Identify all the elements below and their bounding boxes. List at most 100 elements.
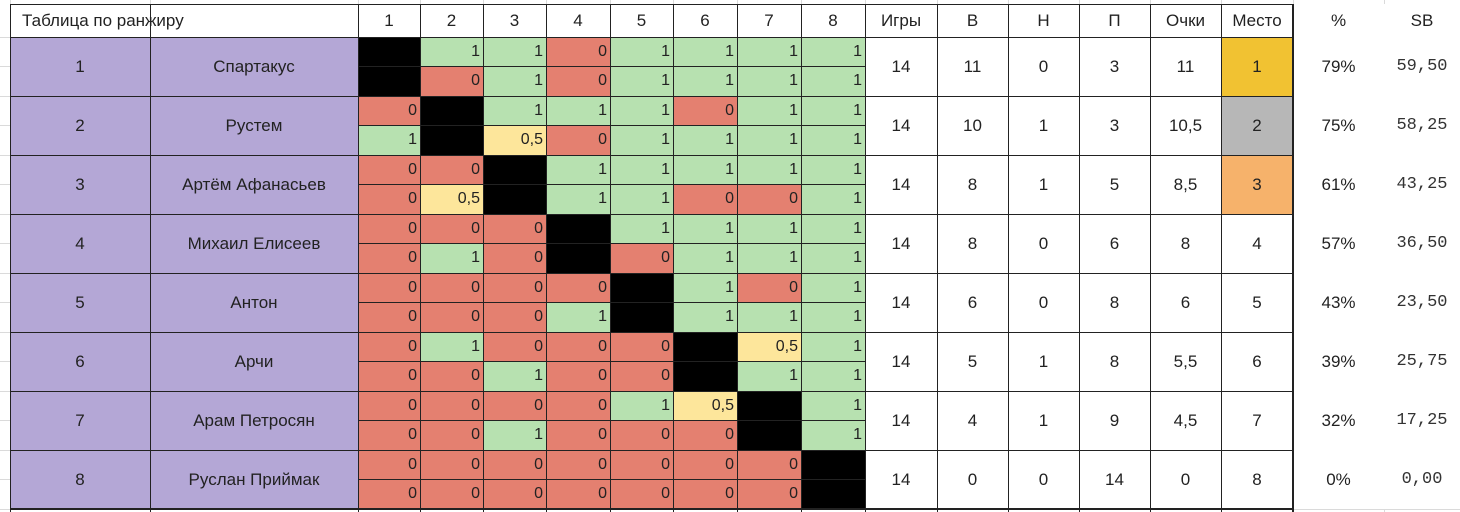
player-name: Артём Афанасьев bbox=[150, 155, 358, 214]
result-cell: 1 bbox=[801, 155, 865, 184]
grid-line bbox=[10, 508, 1293, 510]
result-cell: 0 bbox=[737, 184, 801, 214]
result-cell: 1 bbox=[358, 125, 420, 155]
grid-line bbox=[483, 4, 484, 512]
stat-draws: 1 bbox=[1008, 391, 1079, 450]
stat-losses: 6 bbox=[1079, 214, 1150, 273]
stat-place: 6 bbox=[1221, 332, 1293, 391]
stat-games: 14 bbox=[865, 450, 937, 509]
result-cell: 1 bbox=[610, 96, 673, 125]
stat-sb: 17,25 bbox=[1384, 391, 1460, 450]
result-cell: 1 bbox=[546, 96, 610, 125]
result-cell: 1 bbox=[610, 37, 673, 66]
result-cell: 0 bbox=[546, 479, 610, 509]
result-cell: 0 bbox=[483, 243, 546, 273]
stat-place: 5 bbox=[1221, 273, 1293, 332]
result-cell: 1 bbox=[610, 184, 673, 214]
grid-line bbox=[10, 37, 1293, 38]
round-header: 6 bbox=[673, 4, 737, 37]
self-cell bbox=[358, 37, 420, 66]
result-cell: 1 bbox=[801, 332, 865, 361]
stat-wins: 4 bbox=[937, 391, 1008, 450]
result-cell: 1 bbox=[610, 214, 673, 243]
table-title: Таблица по ранжиру bbox=[10, 4, 358, 37]
result-cell: 0 bbox=[420, 479, 483, 509]
grid-line bbox=[150, 4, 151, 512]
result-cell: 0 bbox=[546, 125, 610, 155]
grid-line bbox=[358, 302, 865, 303]
grid-line bbox=[10, 4, 11, 512]
grid-line bbox=[1292, 4, 1294, 512]
self-cell bbox=[673, 361, 737, 391]
grid-line bbox=[1008, 4, 1009, 512]
stat-points: 8 bbox=[1150, 214, 1221, 273]
result-cell: 0 bbox=[546, 332, 610, 361]
player-rank: 4 bbox=[10, 214, 150, 273]
self-cell bbox=[610, 302, 673, 332]
stat-place: 3 bbox=[1221, 155, 1293, 214]
stat-games: 14 bbox=[865, 273, 937, 332]
result-cell: 0 bbox=[610, 332, 673, 361]
self-cell bbox=[358, 66, 420, 96]
result-cell: 1 bbox=[801, 214, 865, 243]
player-name: Арчи bbox=[150, 332, 358, 391]
player-rank: 7 bbox=[10, 391, 150, 450]
stat-points: 4,5 bbox=[1150, 391, 1221, 450]
stat-pct: 39% bbox=[1293, 332, 1384, 391]
player-rank: 5 bbox=[10, 273, 150, 332]
result-cell: 0 bbox=[483, 479, 546, 509]
stat-games: 14 bbox=[865, 391, 937, 450]
result-cell: 1 bbox=[737, 243, 801, 273]
stat-points: 11 bbox=[1150, 37, 1221, 96]
stat-losses: 9 bbox=[1079, 391, 1150, 450]
result-cell: 1 bbox=[801, 361, 865, 391]
result-cell: 0 bbox=[420, 66, 483, 96]
result-cell: 0 bbox=[358, 155, 420, 184]
result-cell: 0 bbox=[358, 420, 420, 450]
result-cell: 0 bbox=[420, 450, 483, 479]
round-header: 2 bbox=[420, 4, 483, 37]
player-rank: 8 bbox=[10, 450, 150, 509]
stat-games: 14 bbox=[865, 155, 937, 214]
result-cell: 1 bbox=[801, 37, 865, 66]
stat-draws: 1 bbox=[1008, 332, 1079, 391]
grid-line bbox=[358, 4, 359, 512]
stat-place: 4 bbox=[1221, 214, 1293, 273]
stat-draws: 0 bbox=[1008, 214, 1079, 273]
round-header: 4 bbox=[546, 4, 610, 37]
result-cell: 0 bbox=[546, 450, 610, 479]
result-cell: 0 bbox=[358, 332, 420, 361]
stat-pct: 43% bbox=[1293, 273, 1384, 332]
result-cell: 1 bbox=[610, 66, 673, 96]
result-cell: 1 bbox=[483, 66, 546, 96]
grid-line bbox=[10, 96, 1293, 97]
stat-place: 2 bbox=[1221, 96, 1293, 155]
stat-header-draws: Н bbox=[1008, 4, 1079, 37]
result-cell: 1 bbox=[737, 302, 801, 332]
stat-wins: 0 bbox=[937, 450, 1008, 509]
stat-games: 14 bbox=[865, 37, 937, 96]
stat-wins: 6 bbox=[937, 273, 1008, 332]
result-cell: 1 bbox=[673, 243, 737, 273]
stat-pct: 79% bbox=[1293, 37, 1384, 96]
stat-points: 0 bbox=[1150, 450, 1221, 509]
grid-line bbox=[10, 155, 1293, 156]
result-cell: 0 bbox=[483, 214, 546, 243]
round-header: 7 bbox=[737, 4, 801, 37]
stat-sb: 23,50 bbox=[1384, 273, 1460, 332]
self-cell bbox=[737, 391, 801, 420]
stat-sb: 36,50 bbox=[1384, 214, 1460, 273]
result-cell: 1 bbox=[737, 125, 801, 155]
grid-line bbox=[801, 4, 802, 512]
result-cell: 0 bbox=[673, 420, 737, 450]
grid-line bbox=[358, 243, 865, 244]
stat-pct: 61% bbox=[1293, 155, 1384, 214]
player-name: Антон bbox=[150, 273, 358, 332]
stat-header-wins: В bbox=[937, 4, 1008, 37]
result-cell: 1 bbox=[610, 391, 673, 420]
stat-pct: 0% bbox=[1293, 450, 1384, 509]
stat-losses: 3 bbox=[1079, 96, 1150, 155]
result-cell: 0 bbox=[483, 332, 546, 361]
result-cell: 0 bbox=[420, 361, 483, 391]
result-cell: 0 bbox=[610, 450, 673, 479]
